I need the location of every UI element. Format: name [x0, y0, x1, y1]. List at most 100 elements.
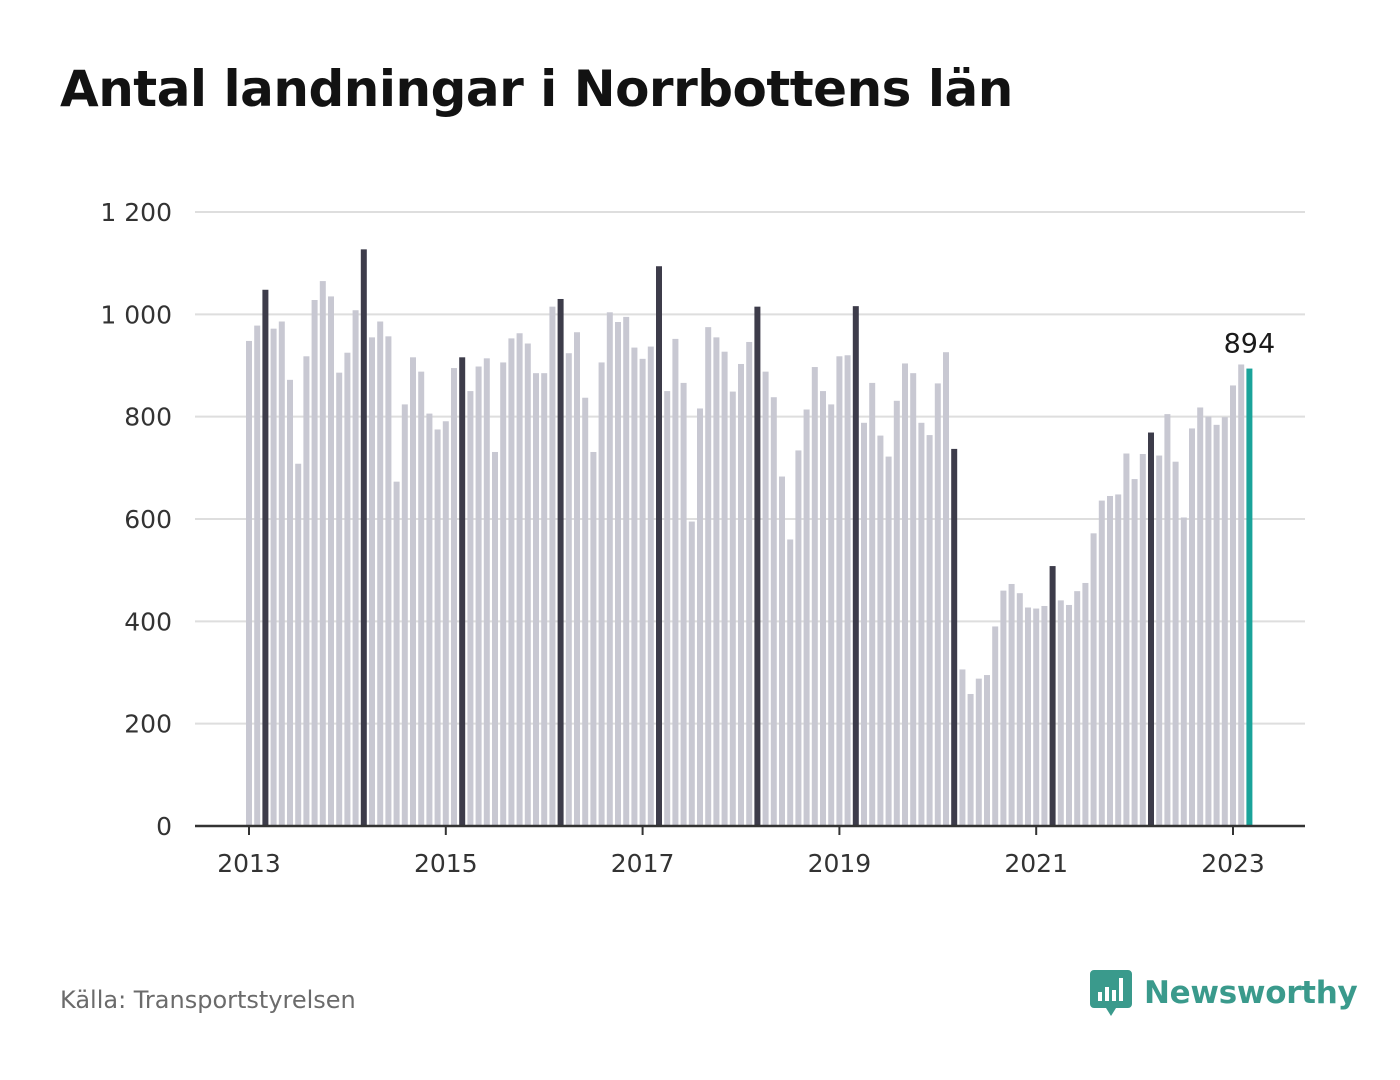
- bar: [729, 391, 736, 826]
- bar: [746, 341, 753, 826]
- bar: [1115, 494, 1122, 826]
- latest-value-label: 894: [1224, 329, 1276, 360]
- bar: [541, 373, 548, 826]
- bar: [344, 352, 351, 826]
- bar: [311, 300, 318, 826]
- bar: [565, 353, 572, 826]
- brand-logo[interactable]: Newsworthy: [1090, 968, 1358, 1018]
- bar: [557, 298, 564, 827]
- bar: [410, 357, 416, 826]
- bar: [1164, 414, 1171, 826]
- bar: [1033, 608, 1040, 826]
- bar: [1189, 428, 1195, 826]
- bar: [820, 391, 826, 826]
- bar: [1197, 407, 1204, 826]
- x-tick-label: 2013: [217, 849, 281, 878]
- bar: [975, 678, 982, 826]
- bar: [442, 421, 449, 826]
- bar: [893, 400, 900, 826]
- bar: [1180, 517, 1187, 826]
- y-tick-label: 0: [156, 812, 172, 841]
- y-tick-label: 1 200: [100, 198, 172, 227]
- bar: [787, 539, 794, 826]
- bar: [303, 356, 310, 826]
- bar: [1172, 461, 1179, 826]
- bar: [1008, 583, 1015, 826]
- bar: [795, 450, 802, 826]
- bar: [779, 476, 785, 826]
- bar: [418, 371, 425, 826]
- bar: [328, 296, 334, 826]
- bar: [770, 397, 777, 826]
- bar: [959, 669, 966, 826]
- bar: [869, 382, 876, 826]
- bar: [262, 289, 269, 826]
- bar: [811, 367, 818, 826]
- bar: [451, 368, 457, 826]
- bar: [1230, 385, 1236, 826]
- x-tick-label: 2021: [1004, 849, 1068, 878]
- bar: [852, 306, 859, 826]
- bar: [680, 382, 687, 826]
- bar: [902, 363, 908, 826]
- bar: [524, 343, 531, 826]
- data-labels: 894: [1224, 329, 1276, 360]
- bar: [647, 346, 654, 826]
- bar: [1213, 424, 1220, 826]
- bar: [615, 322, 621, 826]
- chart-title: Antal landningar i Norrbottens län: [60, 60, 1013, 118]
- bar: [1066, 604, 1072, 826]
- bar: [434, 429, 441, 826]
- bar: [598, 362, 605, 826]
- y-tick-label: 200: [124, 710, 172, 739]
- bar: [1025, 607, 1031, 826]
- bar: [672, 338, 679, 826]
- bar: [401, 404, 408, 826]
- bar: [1082, 582, 1089, 826]
- bar: [352, 310, 359, 826]
- bar: [1041, 605, 1048, 826]
- bar: [590, 451, 597, 826]
- bar: [270, 328, 277, 826]
- bar: [844, 355, 851, 826]
- bar: [483, 358, 490, 826]
- bar: [885, 456, 892, 826]
- bar: [926, 435, 933, 826]
- bar: [1148, 432, 1154, 826]
- bar: [1057, 600, 1064, 826]
- y-tick-label: 600: [124, 505, 172, 534]
- bar: [1123, 453, 1130, 826]
- bars: [246, 249, 1253, 827]
- bar: [910, 373, 917, 826]
- x-tick-label: 2015: [414, 849, 478, 878]
- bar: [426, 413, 433, 826]
- bar: [492, 451, 498, 826]
- bar: [1131, 479, 1138, 826]
- bar: [943, 352, 949, 826]
- bar: [1139, 454, 1146, 826]
- y-axis-ticks: 0 200 400 600 800 1 000 1 200: [100, 198, 172, 841]
- bar: [803, 409, 810, 826]
- bar: [656, 266, 662, 826]
- y-tick-label: 800: [124, 403, 172, 432]
- bar: [918, 422, 925, 826]
- bar: [623, 316, 630, 826]
- bar: [1205, 416, 1212, 826]
- bar: [360, 249, 367, 827]
- bar: [697, 408, 703, 826]
- y-tick-label: 1 000: [100, 300, 172, 329]
- bar: [385, 336, 392, 826]
- bar: [246, 340, 252, 826]
- bar: [877, 435, 884, 826]
- bar: [393, 481, 400, 826]
- bar: [688, 521, 695, 826]
- bar: [574, 332, 580, 826]
- bar: [639, 358, 646, 826]
- bar: [1156, 455, 1163, 826]
- bar: [336, 372, 343, 826]
- bar: [475, 366, 482, 826]
- bar: [459, 357, 466, 826]
- bar: [984, 675, 990, 826]
- bar: [1098, 500, 1105, 826]
